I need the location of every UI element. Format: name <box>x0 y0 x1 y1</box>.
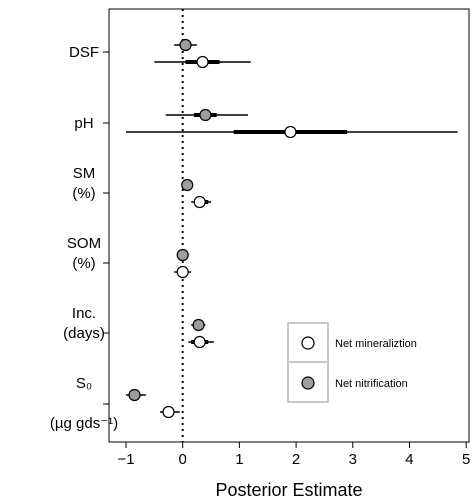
y-group-label: (%) <box>72 185 95 202</box>
legend: Net mineraliztion Net nitrification <box>287 322 417 403</box>
x-tick-label: 1 <box>235 451 243 468</box>
estimate-point <box>128 388 141 402</box>
x-tick-label: 0 <box>179 451 187 468</box>
estimate-point <box>193 335 206 349</box>
x-axis-title: Posterior Estimate <box>215 480 362 500</box>
y-group-label: Inc. <box>72 305 96 322</box>
y-group-label: S₀ <box>76 375 92 392</box>
estimate-point <box>284 125 297 139</box>
legend-marker-nitrification <box>301 376 315 390</box>
y-group-label: SM <box>73 165 96 182</box>
estimate-point <box>176 265 189 279</box>
y-group-label: (µg gds⁻¹) <box>50 415 118 432</box>
legend-label-nitrification: Net nitrification <box>335 378 408 390</box>
y-group-label: (%) <box>72 255 95 272</box>
estimate-point <box>179 38 192 52</box>
plot-frame <box>108 8 470 443</box>
x-tick-label: 5 <box>462 451 470 468</box>
estimate-point <box>176 248 189 262</box>
x-tick-label: 2 <box>292 451 300 468</box>
y-group-label: SOM <box>67 235 101 252</box>
estimate-point <box>181 178 194 192</box>
estimate-point <box>193 195 206 209</box>
x-tick-label: 4 <box>405 451 413 468</box>
x-tick-label: −1 <box>117 451 134 468</box>
legend-label-mineralization: Net mineraliztion <box>335 338 417 350</box>
estimate-point <box>196 55 209 69</box>
estimate-point <box>192 318 205 332</box>
legend-marker-mineralization <box>301 336 315 350</box>
estimate-point <box>199 108 212 122</box>
y-group-label: (days) <box>63 325 105 342</box>
estimate-point <box>162 405 175 419</box>
y-group-label: DSF <box>69 44 99 61</box>
y-group-label: pH <box>74 115 93 132</box>
x-tick-label: 3 <box>349 451 357 468</box>
